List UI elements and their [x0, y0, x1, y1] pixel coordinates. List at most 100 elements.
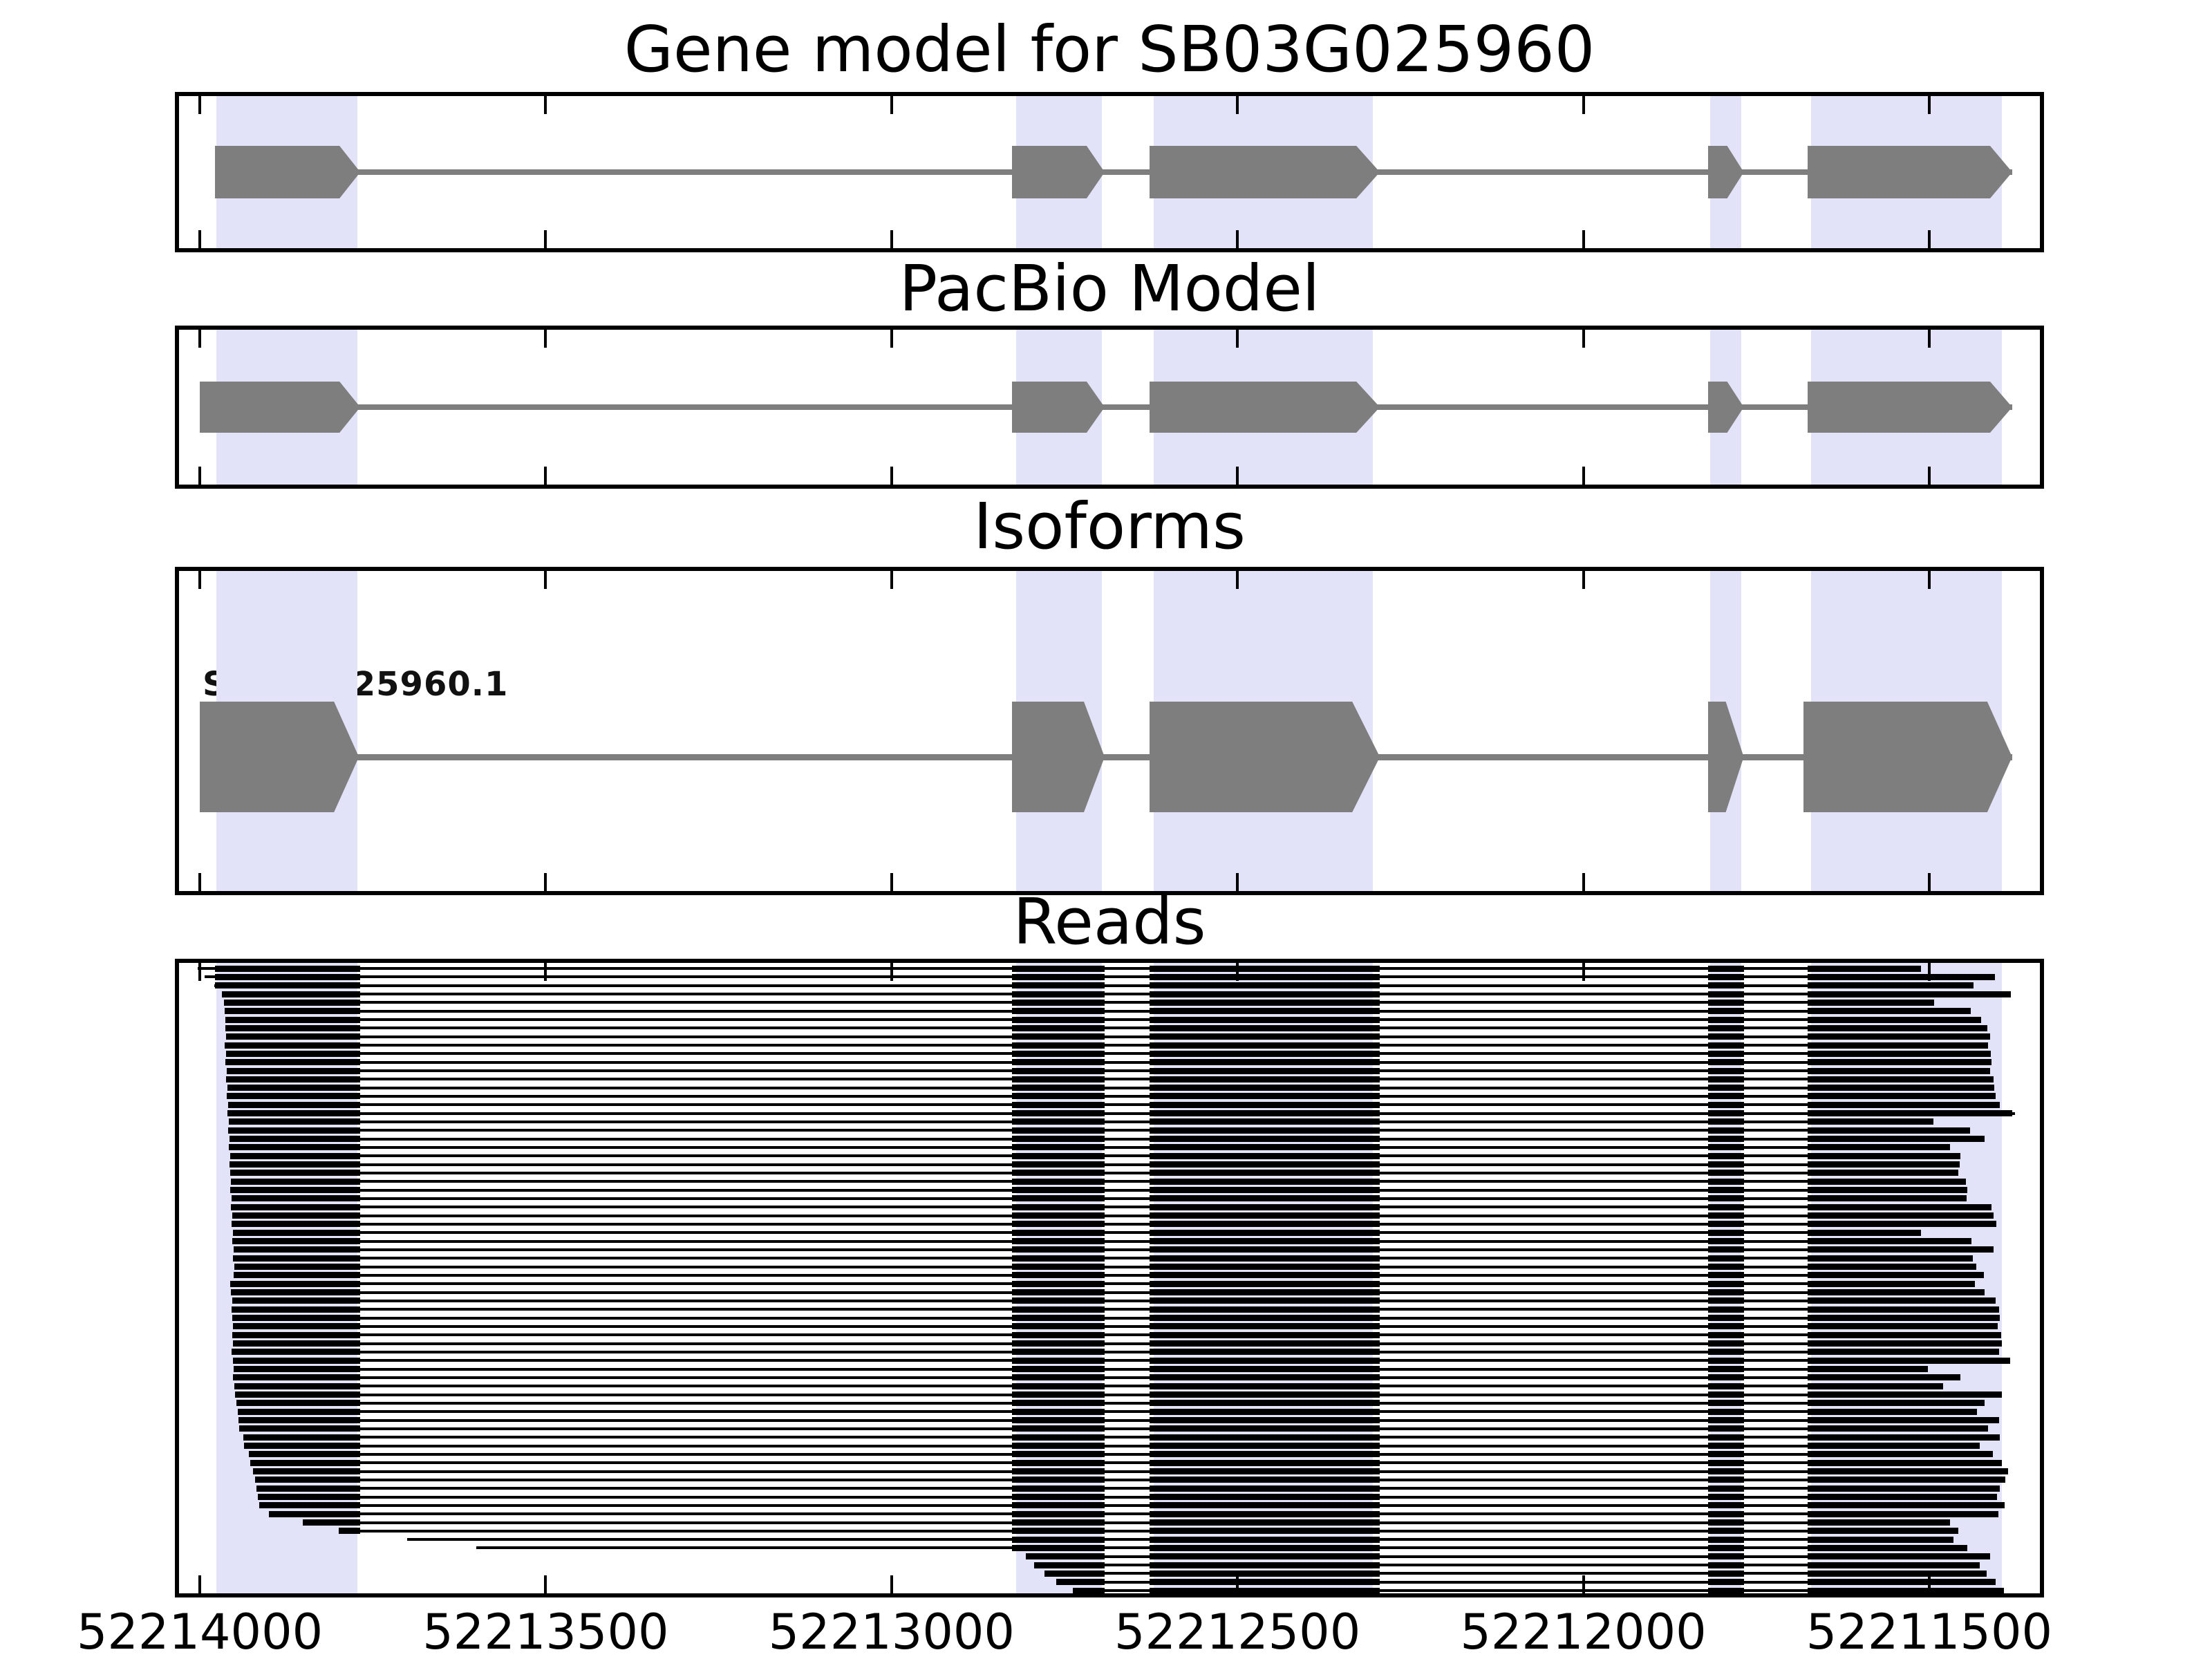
read-exon-block [1150, 1272, 1380, 1279]
read-exon-block [1707, 1366, 1744, 1372]
read-exon-block [1807, 1340, 2002, 1347]
read-exon-block [1807, 1400, 1985, 1407]
exon-arrow-block [1012, 146, 1105, 198]
read-exon-block [1150, 1443, 1380, 1449]
pacbio-model-panel [175, 326, 2044, 489]
read-intron-line [232, 1214, 1994, 1217]
read-exon-block [1150, 1315, 1380, 1321]
axis-tick-mark [1927, 571, 1931, 589]
read-exon-block [1150, 1408, 1380, 1415]
read-intron-line [234, 1265, 1976, 1268]
x-tick-label: 52213500 [422, 1604, 669, 1659]
read-exon-block [1150, 1417, 1380, 1423]
read-exon-block [1150, 1528, 1380, 1535]
exon-arrow-block [1808, 146, 2012, 198]
read-exon-block [1707, 1272, 1744, 1279]
read-intron-line [227, 1112, 2015, 1115]
read-exon-block [1150, 1519, 1380, 1526]
axis-tick-mark [1236, 330, 1239, 348]
read-exon-block [1025, 1553, 1105, 1560]
read-exon-block [1707, 1024, 1744, 1031]
read-exon-block [1707, 991, 1744, 997]
read-exon-block [1707, 1544, 1744, 1551]
read-exon-block [1011, 1357, 1105, 1364]
read-exon-block [1150, 1349, 1380, 1356]
x-tick-label: 52212000 [1460, 1604, 1707, 1659]
read-exon-block [1807, 1187, 1967, 1194]
axis-tick-mark [544, 96, 547, 114]
axis-tick-mark [198, 571, 201, 589]
read-exon-block [1150, 1229, 1380, 1236]
read-exon-block [233, 1357, 361, 1364]
read-exon-block [1707, 1382, 1744, 1389]
read-exon-block [1707, 1067, 1744, 1074]
read-exon-block [1011, 1536, 1105, 1543]
read-exon-block [1150, 1553, 1380, 1560]
read-intron-line [258, 1495, 1997, 1499]
read-exon-block [1707, 1101, 1744, 1108]
read-exon-block [1707, 1315, 1744, 1321]
read-exon-block [1807, 1510, 1998, 1517]
read-exon-block [1807, 999, 1934, 1006]
read-exon-block [1707, 982, 1744, 989]
read-intron-line [1044, 1572, 1987, 1575]
read-exon-block [1707, 1178, 1744, 1185]
read-exon-block [1150, 1093, 1380, 1100]
read-exon-block [1807, 1519, 1950, 1526]
read-exon-block [244, 1443, 361, 1449]
read-exon-block [1707, 1280, 1744, 1287]
axis-tick-mark [1582, 873, 1585, 891]
read-exon-block [1707, 1443, 1744, 1449]
read-exon-block [1707, 1255, 1744, 1262]
read-exon-block [1011, 1544, 1105, 1551]
read-intron-line [238, 1410, 1977, 1414]
read-intron-line [1056, 1580, 1996, 1584]
read-exon-block [1807, 1255, 1973, 1262]
read-exon-block [1807, 1408, 1977, 1415]
read-exon-block [1011, 1408, 1105, 1415]
read-exon-block [215, 982, 361, 989]
read-exon-block [1707, 1221, 1744, 1228]
read-exon-block [1807, 1562, 1980, 1568]
read-exon-block [250, 1459, 361, 1466]
read-exon-block [1807, 1417, 1999, 1423]
exon-arrow-block [1012, 702, 1105, 812]
read-exon-block [1807, 1136, 1985, 1143]
read-intron-line [225, 1027, 1987, 1030]
read-exon-block [1150, 1033, 1380, 1040]
read-exon-block [1707, 1502, 1744, 1509]
read-exon-block [1011, 1187, 1105, 1194]
read-exon-block [227, 1093, 361, 1100]
read-exon-block [232, 1315, 361, 1321]
axis-tick-mark [890, 963, 893, 981]
read-exon-block [1011, 973, 1105, 980]
axis-tick-mark [198, 467, 201, 485]
read-exon-block [1150, 1400, 1380, 1407]
read-exon-block [1150, 1570, 1380, 1577]
read-exon-block [1707, 1340, 1744, 1347]
read-exon-block [1011, 1528, 1105, 1535]
axis-tick-mark [544, 1575, 547, 1593]
read-intron-line [232, 1350, 1999, 1353]
read-exon-block [233, 1323, 361, 1330]
read-exon-block [1011, 1008, 1105, 1015]
axis-tick-mark [1236, 230, 1239, 248]
read-exon-block [1150, 1579, 1380, 1586]
exon-arrow-block [1150, 382, 1380, 433]
read-exon-block [234, 1366, 361, 1372]
x-tick-label: 52211500 [1806, 1604, 2053, 1659]
read-exon-block [1807, 1042, 1988, 1049]
read-intron-line [259, 1503, 2005, 1507]
read-exon-block [1807, 1170, 1958, 1177]
read-exon-block [1707, 1519, 1744, 1526]
read-exon-block [1707, 1570, 1744, 1577]
read-exon-block [1150, 1212, 1380, 1219]
read-intron-line [227, 1094, 1996, 1098]
read-exon-block [1150, 1331, 1380, 1338]
read-intron-line [244, 1444, 1980, 1447]
read-exon-block [1150, 1323, 1380, 1330]
read-exon-block [1011, 1289, 1105, 1295]
read-exon-block [1150, 1357, 1380, 1364]
read-exon-block [1707, 1187, 1744, 1194]
read-exon-block [224, 999, 361, 1006]
